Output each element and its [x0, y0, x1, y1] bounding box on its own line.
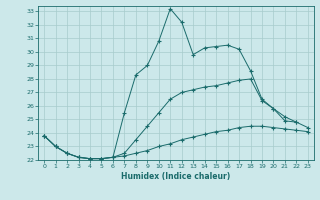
X-axis label: Humidex (Indice chaleur): Humidex (Indice chaleur): [121, 172, 231, 181]
